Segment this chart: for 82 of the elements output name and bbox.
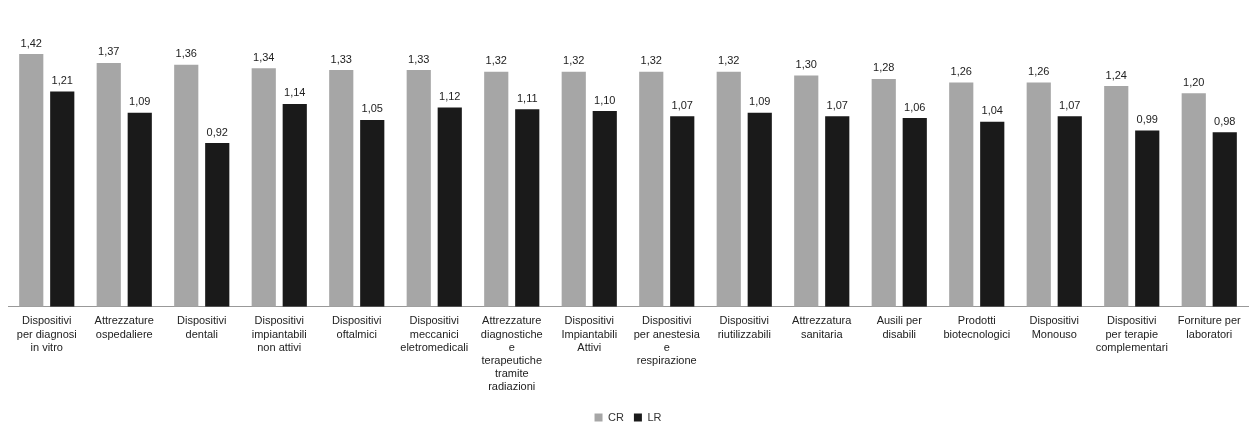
data-label: 1,37 <box>98 45 120 58</box>
bar <box>670 116 695 307</box>
x-tick-label: Dispositivi riutilizzabili <box>717 314 771 340</box>
bar <box>1212 132 1237 307</box>
bar <box>96 62 121 307</box>
x-tick-label: Dispositivi per terapie complementari <box>1095 314 1168 353</box>
data-label: 1,09 <box>749 95 771 108</box>
bar <box>484 71 509 307</box>
bar <box>1057 116 1082 307</box>
x-tick-label: Dispositivi Impiantabili Attivi <box>561 314 618 353</box>
x-tick-label: Dispositivi Monouso <box>1029 314 1080 340</box>
data-label: 1,07 <box>1059 98 1081 111</box>
data-label: 1,07 <box>826 98 848 111</box>
data-label: 1,06 <box>904 100 926 113</box>
data-label: 1,24 <box>1105 68 1127 81</box>
data-label: 1,28 <box>873 61 895 74</box>
bar <box>360 119 385 307</box>
data-label: 1,20 <box>1183 75 1205 88</box>
bar <box>174 64 199 307</box>
x-tick-label: Attrezzature diagnostiche e terapeutiche tramite radiazioni <box>480 314 543 393</box>
bar <box>871 78 896 307</box>
data-label: 1,32 <box>563 54 585 67</box>
bar <box>980 121 1005 307</box>
data-label: 1,11 <box>516 91 538 104</box>
bar <box>716 71 741 307</box>
legend-label: LR <box>647 410 662 423</box>
bar <box>205 143 230 307</box>
data-label: 1,05 <box>361 102 383 115</box>
bar <box>1104 86 1129 307</box>
bar <box>251 68 276 307</box>
bar <box>1135 130 1160 307</box>
data-label: 1,14 <box>284 86 306 99</box>
bar <box>794 75 819 307</box>
data-label: 0,92 <box>206 125 228 138</box>
bar <box>515 109 540 307</box>
bar <box>592 111 617 307</box>
data-label: 0,99 <box>1136 113 1158 126</box>
data-label: 1,33 <box>408 52 430 65</box>
bar <box>1181 93 1206 307</box>
x-tick-label: Attrezzature ospedaliere <box>94 314 154 340</box>
bar <box>902 118 927 307</box>
data-label: 1,33 <box>330 52 352 65</box>
bar <box>639 71 664 307</box>
x-tick-label: Prodotti biotecnologici <box>943 314 1011 340</box>
data-label: 1,26 <box>950 65 972 78</box>
x-tick-label: Dispositivi meccanici eletromedicali <box>400 314 469 353</box>
data-label: 1,04 <box>981 104 1003 117</box>
data-label: 1,42 <box>20 36 42 49</box>
bar <box>949 82 974 307</box>
x-tick-label: Forniture per laboratori <box>1177 314 1242 340</box>
data-label: 1,32 <box>640 54 662 67</box>
x-tick-label: Dispositivi per diagnosi in vitro <box>16 314 77 353</box>
bar <box>437 107 462 307</box>
data-label: 1,32 <box>485 54 507 67</box>
data-label: 1,12 <box>439 89 461 102</box>
legend-label: CR <box>608 410 624 423</box>
data-label: 1,21 <box>51 73 73 86</box>
x-tick-label: Dispositivi dentali <box>176 314 227 340</box>
data-label: 1,07 <box>671 98 693 111</box>
bar <box>127 112 152 307</box>
data-label: 1,09 <box>129 95 151 108</box>
bar <box>1026 82 1051 307</box>
bar <box>282 103 307 307</box>
x-tick-label: Dispositivi oftalmici <box>331 314 382 340</box>
data-label: 1,30 <box>795 57 817 70</box>
bar <box>825 116 850 307</box>
bar <box>561 71 586 307</box>
data-label: 0,98 <box>1214 114 1236 127</box>
data-label: 1,36 <box>175 47 197 60</box>
x-tick-label: Ausili per disabili <box>876 314 923 340</box>
data-label: 1,34 <box>253 50 275 63</box>
bar <box>329 70 354 307</box>
x-tick-label: Dispositivi per anestesia e respirazione <box>633 314 701 367</box>
data-label: 1,26 <box>1028 65 1050 78</box>
data-label: 1,10 <box>594 93 616 106</box>
bar <box>19 54 44 307</box>
x-tick-label: Attrezzatura sanitaria <box>792 314 853 340</box>
bar <box>747 112 772 307</box>
x-tick-label: Dispositivi impiantabili non attivi <box>251 314 307 353</box>
bar <box>50 91 75 307</box>
data-label: 1,32 <box>718 54 740 67</box>
bar <box>406 70 431 307</box>
